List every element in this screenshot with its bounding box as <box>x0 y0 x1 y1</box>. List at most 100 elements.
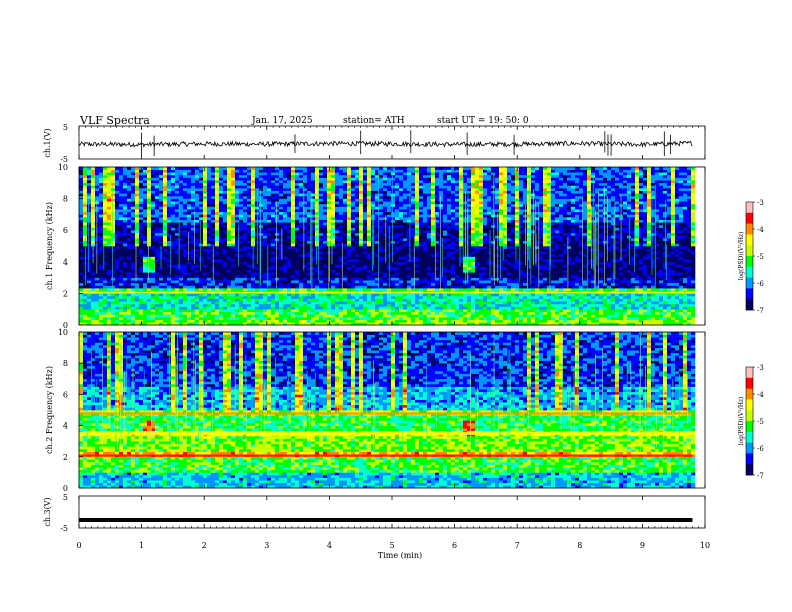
spectrogram-cell <box>391 264 396 268</box>
spectrogram-cell <box>235 193 240 197</box>
spectrogram-cell <box>159 206 164 210</box>
spectrogram-cell <box>135 261 140 265</box>
spectrogram-cell <box>83 261 88 265</box>
spectrogram-cell <box>175 167 180 170</box>
spectrogram-cell <box>343 285 348 289</box>
spectrogram-cell <box>395 314 400 318</box>
spectrogram-cell <box>407 217 412 220</box>
spectrogram-cell <box>371 309 376 313</box>
spectrogram-cell <box>239 301 244 305</box>
spectrogram-cell <box>319 188 324 191</box>
spectrogram-cell <box>359 261 364 265</box>
spectrogram-cell <box>271 277 276 281</box>
spectrogram-cell <box>351 314 356 318</box>
spectrogram-cell <box>271 235 276 239</box>
spectrogram-cell <box>287 272 292 276</box>
spectrogram-cell <box>103 282 108 286</box>
spectrogram-cell <box>315 298 320 302</box>
spectrogram-cell <box>311 177 316 181</box>
spectrogram-cell <box>367 180 372 184</box>
spectrogram-cell <box>135 248 140 252</box>
spectrogram-cell <box>79 301 84 305</box>
spectrogram-cell <box>107 190 112 194</box>
spectrogram-cell <box>379 303 384 307</box>
spectrogram-cell <box>403 277 408 281</box>
spectrogram-cell <box>175 174 180 178</box>
spectrogram-cell <box>267 311 272 315</box>
spectrogram-cell <box>351 238 356 242</box>
spectrogram-cell <box>391 180 396 184</box>
spectrogram-cell <box>191 301 196 305</box>
spectrogram-cell <box>179 298 184 302</box>
spectrogram-cell <box>347 296 352 299</box>
spectrogram-cell <box>363 235 368 239</box>
spectrogram-cell <box>399 274 404 278</box>
spectrogram-cell <box>203 319 208 323</box>
spectrogram-cell <box>279 182 284 186</box>
spectrogram-cell <box>199 227 204 231</box>
spectrogram-cell <box>339 243 344 247</box>
spectrogram-cell <box>167 314 172 318</box>
spectrogram-cell <box>263 185 268 189</box>
spectrogram-cell <box>315 267 320 270</box>
spectrogram-cell <box>271 269 276 273</box>
spectrogram-cell <box>291 306 296 310</box>
spectrogram-cell <box>87 177 92 181</box>
spectrogram-cell <box>247 238 252 242</box>
spectrogram-cell <box>207 293 212 297</box>
spectrogram-cell <box>127 311 132 315</box>
spectrogram-cell <box>287 188 292 191</box>
spectrogram-cell <box>171 182 176 186</box>
spectrogram-cell <box>195 201 200 205</box>
spectrogram-cell <box>111 174 116 178</box>
spectrogram-cell <box>327 193 332 197</box>
spectrogram-cell <box>127 235 132 239</box>
spectrogram-cell <box>123 190 128 194</box>
spectrogram-cell <box>235 232 240 236</box>
spectrogram-cell <box>363 198 368 202</box>
spectrogram-cell <box>243 248 248 252</box>
spectrogram-cell <box>123 180 128 184</box>
spectrogram-cell <box>319 253 324 257</box>
spectrogram-cell <box>167 230 172 234</box>
spectrogram-cell <box>255 285 260 289</box>
spectrogram-cell <box>107 314 112 318</box>
spectrogram-cell <box>111 317 116 321</box>
spectrogram-cell <box>163 303 168 307</box>
spectrogram-cell <box>343 272 348 276</box>
spectrogram-cell <box>175 274 180 278</box>
spectrogram-cell <box>131 182 136 186</box>
spectrogram-cell <box>255 309 260 313</box>
spectrogram-cell <box>335 280 340 284</box>
spectrogram-cell <box>103 190 108 194</box>
spectrogram-cell <box>359 198 364 202</box>
spectrogram-cell <box>183 232 188 236</box>
spectrogram-cell <box>319 198 324 202</box>
spectrogram-cell <box>143 282 148 286</box>
spectrogram-cell <box>407 296 412 299</box>
spectrogram-cell <box>239 303 244 307</box>
spectrogram-cell <box>275 206 280 210</box>
spectrogram-cell <box>279 288 284 292</box>
spectrogram-cell <box>291 261 296 265</box>
spectrogram-cell <box>151 182 156 186</box>
spectrogram-cell <box>291 264 296 268</box>
spectrogram-cell <box>307 190 312 194</box>
spectrogram-cell <box>387 169 392 173</box>
spectrogram-cell <box>391 309 396 313</box>
spectrogram-cell <box>251 319 256 323</box>
spectrogram-cell <box>339 209 344 213</box>
spectrogram-cell <box>87 293 92 297</box>
spectrogram-cell <box>79 238 84 242</box>
spectrogram-cell <box>235 235 240 239</box>
spectrogram-cell <box>307 277 312 281</box>
spectrogram-cell <box>227 301 232 305</box>
spectrogram-cell <box>383 180 388 184</box>
spectrogram-cell <box>311 180 316 184</box>
spectrogram-cell <box>263 203 268 207</box>
spectrogram-cell <box>363 277 368 281</box>
spectrogram-cell <box>383 274 388 278</box>
spectrogram-cell <box>135 206 140 210</box>
spectrogram-cell <box>199 248 204 252</box>
spectrogram-cell <box>387 201 392 205</box>
